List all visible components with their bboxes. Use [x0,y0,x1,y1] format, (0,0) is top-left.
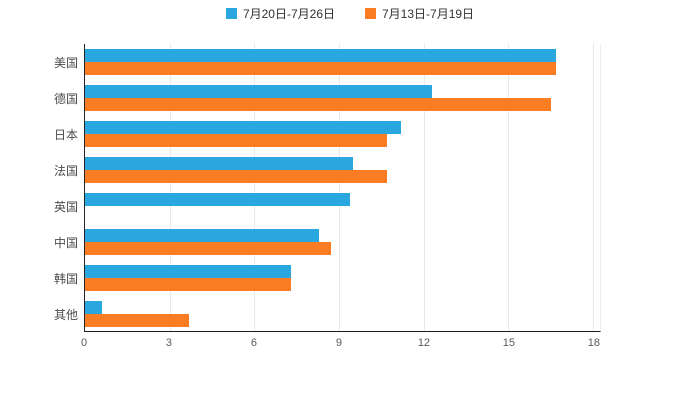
bar-group [85,116,600,152]
y-axis-category-label: 其他 [53,307,78,322]
y-axis-category-label: 日本 [53,127,78,142]
y-axis-category-label: 英国 [53,199,78,214]
bar-week-jul20-26 [85,265,291,278]
bar-group [85,44,600,80]
x-axis-tick-label: 0 [80,337,88,349]
bar-week-jul20-26 [85,229,320,242]
x-axis-tick-label: 9 [335,337,343,349]
chart-legend: 7月20日-7月26日 7月13日-7月19日 [0,5,700,22]
bar-week-jul13-19 [85,314,190,327]
bar-group [85,296,600,332]
x-axis-tick-label: 12 [417,337,431,349]
gridline [592,44,594,331]
plot-area [84,44,601,332]
bar-week-jul20-26 [85,193,351,206]
legend-swatch [365,8,376,19]
bar-week-jul13-19 [85,278,291,291]
legend-swatch [225,8,237,19]
bar-group [85,152,600,188]
x-axis-tick-label: 3 [165,337,173,349]
legend-label: 7月13日-7月19日 [382,7,475,21]
bar-week-jul13-19 [85,98,551,111]
bar-week-jul20-26 [85,157,354,170]
gridline [338,44,340,331]
legend-item[interactable]: 7月20日-7月26日 [225,5,335,22]
bar-week-jul13-19 [85,62,557,75]
gridline [508,44,510,331]
bar-group [85,188,600,224]
gridline [169,44,171,331]
y-axis-category-label: 法国 [53,163,78,178]
x-axis-tick-label: 6 [250,337,258,349]
y-axis-labels: 美国德国日本法国英国中国韩国其他 [0,44,78,332]
bar-week-jul20-26 [85,49,557,62]
x-axis-tick-label: 18 [587,337,601,349]
legend-label: 7月20日-7月26日 [242,7,335,21]
legend-item[interactable]: 7月13日-7月19日 [365,5,474,22]
y-axis-category-label: 韩国 [53,271,78,286]
x-axis-tick-label: 15 [502,337,516,349]
y-axis-category-label: 中国 [53,235,78,250]
bar-week-jul13-19 [85,242,331,255]
bar-week-jul20-26 [85,121,402,134]
gridline [254,44,256,331]
gridline [423,44,425,331]
y-axis-category-label: 美国 [53,55,78,70]
x-axis-labels: 0 3 6 9 12 15 18 [0,337,700,353]
bar-group [85,224,600,260]
y-axis-category-label: 德国 [53,91,78,106]
bar-week-jul13-19 [85,170,387,183]
bar-week-jul20-26 [85,85,433,98]
bar-week-jul20-26 [85,301,102,314]
bar-week-jul13-19 [85,134,387,147]
bar-group [85,260,600,296]
bar-group [85,80,600,116]
bar-rows [85,44,600,331]
